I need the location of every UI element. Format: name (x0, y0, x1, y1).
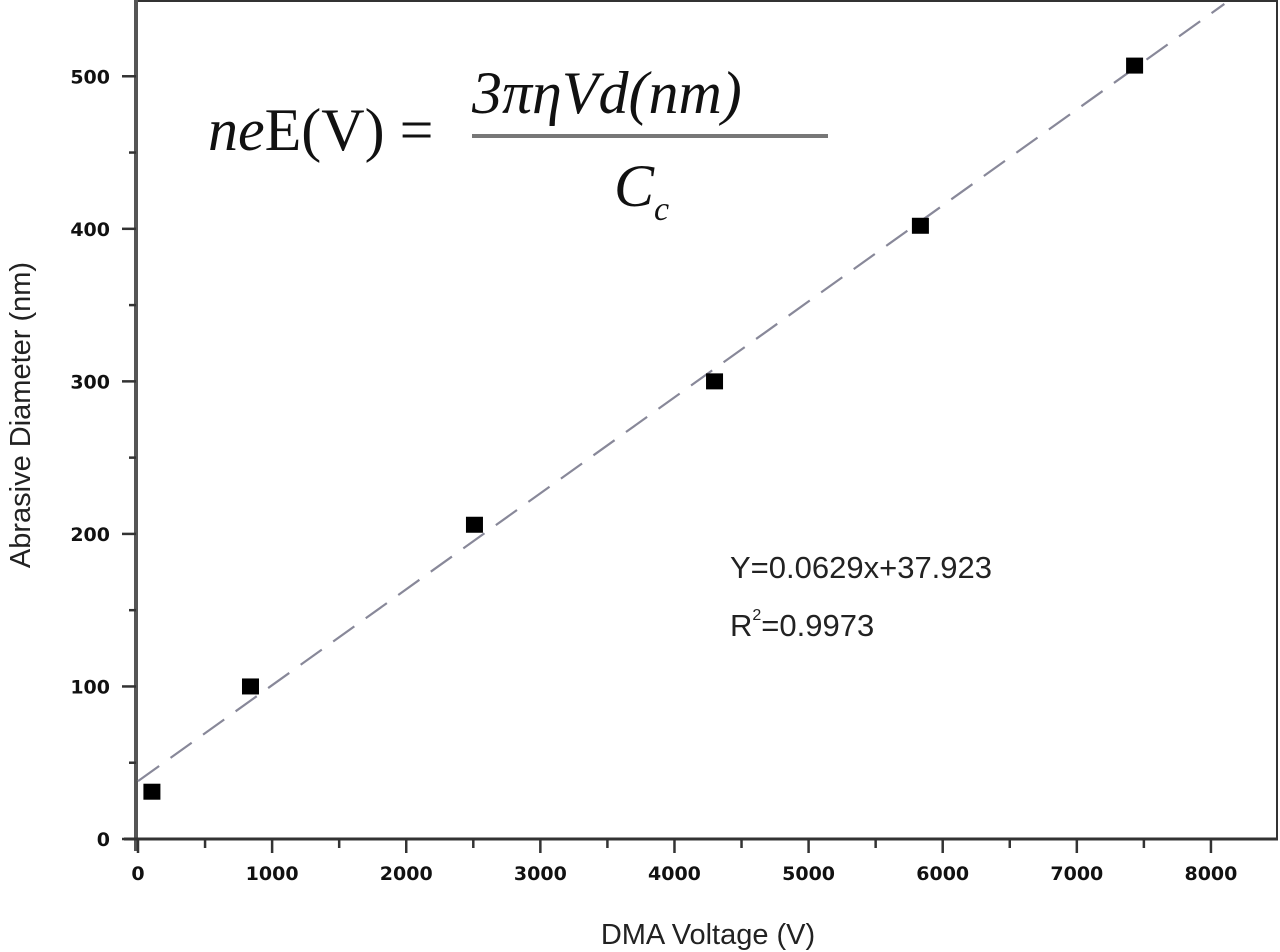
formula-numerator: 3πηVd(nm) (471, 60, 742, 126)
formula-annotation: neE(V) = 3πηVd(nm) Cc (208, 60, 828, 228)
data-point-square (241, 678, 259, 695)
data-points (143, 57, 1144, 800)
fit-annotation: Y=0.0629x+37.923 R2=0.9973 (730, 550, 992, 643)
r-squared-label: R (730, 608, 752, 643)
formula-lhs-italic: ne (208, 97, 265, 163)
y-tick-label: 200 (70, 524, 110, 546)
x-tick-label: 0 (131, 863, 144, 885)
plot-frame (124, 0, 1278, 851)
y-tick-label: 400 (70, 219, 110, 241)
fit-line-path (137, 3, 1225, 783)
fit-line (137, 3, 1225, 783)
fit-equation: Y=0.0629x+37.923 (730, 550, 992, 585)
x-tick-label: 5000 (782, 863, 835, 885)
data-point-square (706, 373, 724, 390)
x-tick-label: 7000 (1050, 863, 1103, 885)
y-tick-label: 0 (97, 829, 110, 851)
y-tick-label: 500 (70, 66, 110, 88)
svg-text:neE(V) =: neE(V) = (208, 97, 433, 163)
data-point-square (1126, 57, 1144, 74)
formula-denominator: C (614, 153, 655, 219)
x-tick-label: 2000 (380, 863, 433, 885)
data-point-square (143, 783, 161, 800)
formula-denominator-sub: c (654, 191, 669, 228)
data-point-square (911, 217, 929, 234)
r-squared-superscript: 2 (752, 607, 761, 624)
x-axis-title: DMA Voltage (V) (601, 919, 815, 951)
y-axis: 0 100 200 300 400 500 (70, 66, 136, 851)
y-axis-title: Abrasive Diameter (nm) (5, 262, 37, 568)
x-tick-label: 3000 (514, 863, 567, 885)
formula-lhs: E(V) = (265, 97, 434, 163)
data-point-square (465, 516, 483, 533)
r-squared-value: =0.9973 (761, 608, 874, 643)
x-tick-label: 1000 (246, 863, 299, 885)
svg-text:R2=0.9973: R2=0.9973 (730, 607, 874, 643)
svg-text:Cc: Cc (614, 153, 669, 228)
x-tick-label: 8000 (1184, 863, 1237, 885)
x-tick-label: 6000 (916, 863, 969, 885)
x-axis: 0 1000 2000 3000 4000 5000 6000 7000 8000 (131, 839, 1237, 885)
y-tick-label: 300 (70, 371, 110, 393)
y-tick-label: 100 (70, 676, 110, 698)
x-tick-label: 4000 (648, 863, 701, 885)
